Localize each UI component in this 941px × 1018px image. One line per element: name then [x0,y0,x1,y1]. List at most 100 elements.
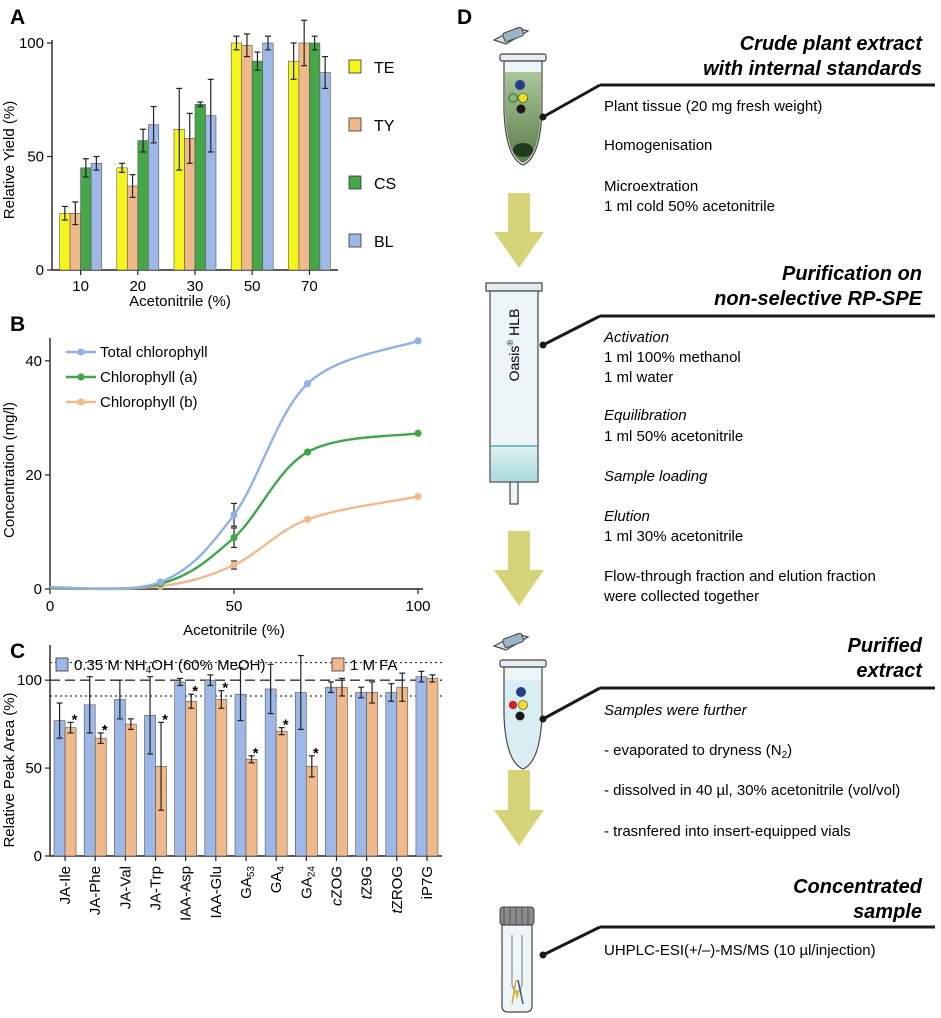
significance-mark: * [253,745,259,762]
bar-fa [94,737,107,857]
x-tick-label: IAA-Glu [208,866,225,919]
legend-swatch-ty [348,117,362,132]
legend-marker-chlorophyll-a [77,373,85,381]
panel-b-axes: 0 20 40 0 50 100 [25,338,431,615]
bar-cs [309,42,321,271]
x-tick-label: 70 [301,278,318,295]
step1-text-3: Microextration [604,178,698,195]
bar-fa [426,678,439,857]
arrow-down-icon [494,531,544,606]
significance-mark: * [162,711,168,728]
x-tick-label: 0 [46,598,54,615]
significance-mark: * [283,717,289,734]
legend-swatch-te [348,59,362,74]
significance-mark: * [313,745,319,762]
bar-nh4oh [385,692,398,857]
legend-label-cs: CS [374,176,396,193]
tube-icon-crude [492,26,547,166]
panel-a-letter: A [10,6,25,29]
y-tick-label: 0 [34,848,42,865]
bar-fa [125,723,137,857]
step3-line-1: - evaporated to dryness (N2) [604,742,792,761]
spe-column-icon: Oasis® HLB [485,282,543,505]
bar-te [116,167,128,271]
panel-c-legend: 0.35 M NH4OH (60% MeOH) 1 M FA [55,657,398,676]
x-tick-label: cZOG [328,866,345,906]
point-total-chlorophyll [304,380,312,388]
step4-title-line1: Concentrated [793,876,923,898]
legend-label-chlorophyll-a: Chlorophyll (a) [100,369,198,386]
point-total-chlorophyll [156,578,164,586]
bar-bl [262,42,274,271]
bar-bl [319,72,331,271]
panel-a-x-axis-label: Acetonitrile (%) [129,293,231,310]
step1-text-2: Homogenisation [604,137,712,154]
significance-mark: * [222,680,228,697]
bar-nh4oh [325,686,337,857]
significance-mark: * [72,711,78,728]
step2-equilibration-1: 1 ml 50% acetonitrile [604,428,743,445]
panel-b-legend: Total chlorophyll Chlorophyll (a) Chloroph… [66,344,208,411]
point-total-chlorophyll [230,511,238,519]
y-tick-label: 0 [36,262,44,279]
bar-fa [215,699,228,857]
step1-text-4: 1 ml cold 50% acetonitrile [604,198,775,215]
x-tick-label: 30 [187,278,204,295]
step3-title-line1: Purified [848,635,923,657]
bar-fa [245,758,258,857]
x-tick-label: tZROG [389,866,406,914]
step3-title-line2: extract [856,660,923,682]
legend-label-fa: 1 M FA [350,657,398,674]
panel-d: D Crude plant extract with internal stan… [457,6,935,1013]
step3-line-2: - dissolved in 40 µl, 30% acetonitrile (… [604,782,900,799]
bar-te [59,212,71,271]
step2-subtitle-elution: Elution [604,508,650,525]
panel-b-x-axis-label: Acetonitrile (%) [183,622,285,639]
x-tick-label: tZ9G [359,866,376,899]
panel-b-letter: B [10,313,25,336]
significance-mark: * [192,683,198,700]
point-chlorophyll-b [304,515,312,524]
x-tick-label: JA-Phe [87,866,104,915]
panel-a-y-axis-label: Relative Yield (%) [1,101,18,219]
y-tick-label: 50 [27,149,44,166]
panel-b: B Concentration (mg/l) Acetonitrile (%) … [1,313,431,639]
panel-a: A Relative Yield (%) Acetonitrile (%) 0 5… [1,6,396,310]
spe-column-label: Oasis® HLB [506,309,522,382]
legend-label-chlorophyll-b: Chlorophyll (b) [100,394,198,411]
y-tick-label: 20 [25,467,42,484]
step1-text-1: Plant tissue (20 mg fresh weight) [604,98,822,115]
point-total-chlorophyll [414,337,422,345]
x-tick-label: GA4 [268,866,287,894]
step1-title-line1: Crude plant extract [740,33,924,55]
x-tick-label: 10 [72,278,89,295]
x-tick-label: JA-Ile [57,866,74,904]
legend-swatch-fa [331,657,345,672]
panel-b-lines [49,337,422,591]
legend-label-te: TE [374,60,394,77]
legend-label-total-chlorophyll: Total chlorophyll [100,344,208,361]
legend-label-nh4oh: 0.35 M NH4OH (60% MeOH) [74,657,265,676]
bar-fa [336,686,348,857]
point-chlorophyll-b [230,561,238,569]
step2-title-line2: non-selective RP-SPE [714,288,923,310]
x-tick-label: IAA-Asp [178,866,195,921]
bar-bl [90,163,102,271]
arrow-down-icon [494,193,544,268]
vial-icon [499,906,535,1013]
step2-subtitle-activation: Activation [603,329,669,346]
bar-te [230,42,242,271]
x-tick-label: 50 [244,278,261,295]
step1-title-line2: with internal standards [703,58,922,80]
step2-activation-2: 1 ml water [604,369,673,386]
panel-b-y-axis-label: Concentration (mg/l) [1,402,18,538]
step2-subtitle-loading: Sample loading [604,468,708,485]
panel-c-y-axis-label: Relative Peak Area (%) [1,692,18,847]
panel-a-bars [59,19,331,271]
bar-cs [194,103,206,271]
tube-icon-purified [492,632,547,770]
bar-fa [366,692,378,857]
bar-fa [64,727,77,857]
bar-bl [148,124,160,271]
